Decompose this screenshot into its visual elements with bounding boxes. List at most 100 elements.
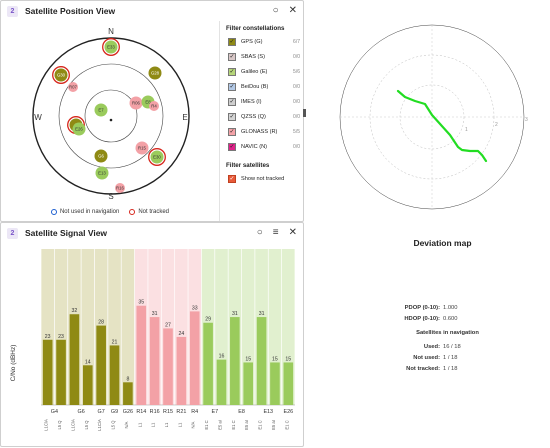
signal-type-label: L5 Q: [57, 420, 62, 430]
satellite-r16[interactable]: R16: [115, 183, 125, 193]
satellite-r15[interactable]: R15: [135, 141, 149, 155]
signal-bar[interactable]: [256, 317, 267, 405]
checkbox-icon[interactable]: ✓: [228, 142, 236, 151]
satellite-r07[interactable]: R07: [68, 82, 78, 92]
filter-item-count: 0/0: [293, 143, 300, 150]
legend-not-tracked-label: Not tracked: [138, 209, 170, 215]
signal-bar[interactable]: [69, 314, 80, 405]
filter-satellites-title: Filter satellites: [226, 162, 270, 169]
bar-value-label: 28: [98, 320, 104, 326]
signal-type-label: L5 Q: [111, 420, 116, 430]
signal-bar[interactable]: [230, 317, 240, 405]
filter-item[interactable]: ✓ Galileo (E) 5/6: [220, 64, 304, 79]
compass-n: N: [108, 27, 114, 36]
bar-value-label: 15: [245, 356, 251, 362]
filter-item[interactable]: ✓ SBAS (S) 0/0: [220, 49, 304, 64]
satellite-g30[interactable]: G30: [52, 66, 70, 84]
signal-bar[interactable]: [189, 311, 200, 405]
filter-item[interactable]: ✓ GLONASS (R) 5/5: [220, 124, 304, 139]
satellite-g28[interactable]: G28: [148, 66, 162, 80]
signal-bar[interactable]: [82, 365, 93, 405]
satellite-e13[interactable]: E13: [95, 166, 109, 180]
show-not-tracked-label: Show not tracked: [241, 175, 285, 182]
checkbox-icon[interactable]: ✓: [228, 82, 236, 91]
bar-value-label: 21: [112, 339, 118, 345]
satellite-group-label: R16: [150, 409, 160, 415]
filter-item[interactable]: ✓ BeiDou (B) 0/0: [220, 79, 304, 94]
signal-type-label: L1: [151, 422, 156, 427]
satellite-label: E26: [75, 127, 83, 132]
signal-bar[interactable]: [149, 317, 160, 405]
sky-plot: N W E S E33G30G28R07R06E7E8R4GE26R15G6E3…: [32, 27, 190, 201]
satellite-group-label: G4: [51, 409, 58, 415]
checkbox-icon[interactable]: ✓: [228, 127, 236, 136]
satellite-e26[interactable]: E26: [72, 122, 86, 136]
close-icon[interactable]: ✕: [288, 227, 297, 238]
resize-handle[interactable]: [303, 109, 306, 117]
center-dot: [109, 118, 113, 122]
blue-ring-icon: [50, 209, 57, 215]
satellite-label: R06: [132, 101, 140, 106]
filter-item-count: 5/6: [293, 68, 300, 75]
checkbox-icon[interactable]: ✓: [228, 37, 236, 46]
signal-bar[interactable]: [123, 382, 133, 405]
checkbox-icon[interactable]: ✓: [228, 97, 236, 106]
checkbox-icon[interactable]: ✓: [228, 174, 236, 183]
settings-sliders-icon[interactable]: ≡: [272, 227, 279, 238]
signal-bar[interactable]: [109, 345, 120, 405]
signal-bar[interactable]: [136, 305, 147, 405]
panel-badge: 2: [7, 5, 18, 17]
satellite-g6[interactable]: G6: [94, 149, 108, 163]
signal-type-label: E1 C: [231, 420, 236, 429]
filter-item-count: 0/0: [293, 53, 300, 60]
elevation-ring-60: [84, 89, 138, 143]
satellite-r4[interactable]: R4: [149, 101, 159, 111]
filter-item-count: 0/0: [293, 113, 300, 120]
checkbox-icon[interactable]: ✓: [228, 67, 236, 76]
y-axis-label: C/No (dBHz): [10, 345, 17, 382]
filter-item-label: SBAS (S): [241, 53, 265, 60]
signal-bar[interactable]: [42, 339, 53, 405]
signal-type-label: L5 Q: [84, 420, 89, 430]
compass-e: E: [182, 113, 187, 122]
signal-bar[interactable]: [216, 359, 227, 405]
compass-w: W: [34, 113, 42, 122]
satellite-e30[interactable]: E30: [148, 148, 166, 166]
signal-bar[interactable]: [163, 328, 173, 405]
satellite-position-panel: 2 Satellite Position View ○ ✕ N W E S E3…: [0, 0, 306, 222]
filter-item-label: Galileo (E): [241, 68, 268, 75]
panel-badge: 2: [7, 227, 18, 239]
signal-type-label: E1 C: [284, 420, 289, 429]
not-used-row: Not used: 1 / 18: [380, 352, 530, 363]
signal-bar[interactable]: [96, 325, 106, 405]
hdop-value: 0.600: [443, 315, 458, 322]
filter-item[interactable]: ✓ IMES (I) 0/0: [220, 94, 304, 109]
signal-bar[interactable]: [176, 336, 187, 405]
signal-bar[interactable]: [283, 362, 294, 405]
signal-bar[interactable]: [270, 362, 280, 405]
compass-s: S: [108, 192, 113, 201]
satellite-group-label: E13: [263, 409, 273, 415]
signal-bar[interactable]: [56, 339, 66, 405]
show-not-tracked-toggle[interactable]: ✓ Show not tracked: [220, 171, 304, 186]
refresh-icon[interactable]: ○: [256, 227, 263, 238]
satellite-e33[interactable]: E33: [102, 38, 120, 56]
filter-item[interactable]: ✓ NAVIC (N) 0/0: [220, 139, 304, 154]
close-icon[interactable]: ✕: [288, 5, 297, 16]
signal-type-label: L1: [137, 422, 142, 427]
filter-item[interactable]: ✓ QZSS (Q) 0/0: [220, 109, 304, 124]
bar-value-label: 14: [85, 359, 91, 365]
satellite-r06[interactable]: R06: [129, 96, 143, 110]
satellite-label: R4: [151, 104, 157, 109]
deviation-track-line: [396, 89, 488, 163]
filter-item[interactable]: ✓ GPS (G) 6/7: [220, 34, 304, 49]
filter-item-count: 0/0: [293, 98, 300, 105]
satellite-e7[interactable]: E7: [94, 103, 108, 117]
signal-bar[interactable]: [203, 322, 213, 405]
signal-type-label: L1C/A: [44, 419, 49, 431]
ring-label-3: 3: [525, 117, 528, 123]
checkbox-icon[interactable]: ✓: [228, 112, 236, 121]
signal-bar[interactable]: [243, 362, 254, 405]
checkbox-icon[interactable]: ✓: [228, 52, 236, 61]
refresh-icon[interactable]: ○: [272, 5, 279, 16]
